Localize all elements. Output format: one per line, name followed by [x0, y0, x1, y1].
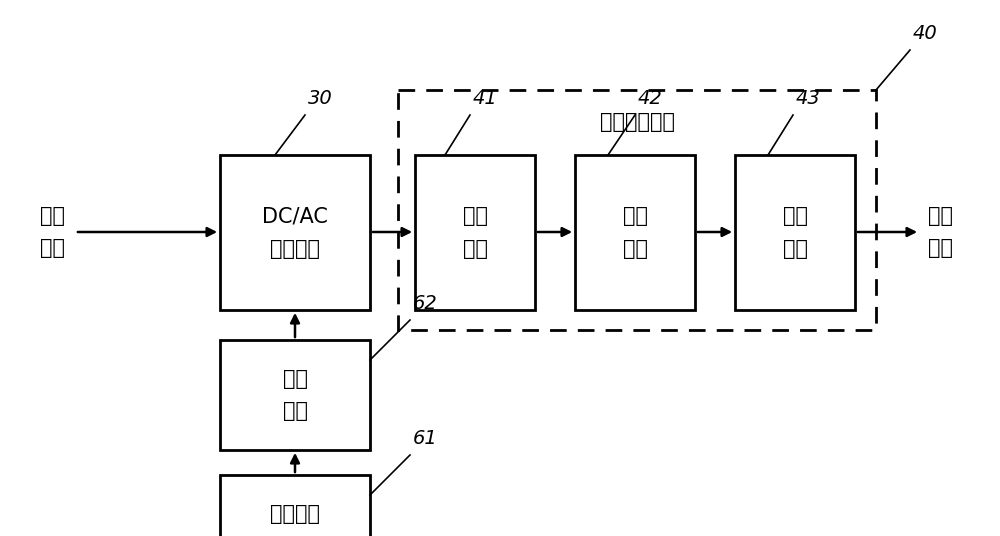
Text: 42: 42 [638, 89, 663, 108]
Text: 交流
输出: 交流 输出 [928, 206, 953, 258]
Bar [220, 155, 370, 310]
Text: 交流滤波电路: 交流滤波电路 [600, 112, 675, 132]
Text: 41: 41 [473, 89, 498, 108]
Text: 62: 62 [413, 294, 438, 313]
Bar [415, 155, 535, 310]
Text: 滤波
电容: 滤波 电容 [622, 206, 648, 259]
Text: 40: 40 [913, 24, 938, 43]
Text: 放电
电阻: 放电 电阻 [782, 206, 808, 259]
Bar [220, 475, 370, 536]
Text: 滤波
电感: 滤波 电感 [462, 206, 488, 259]
Text: 43: 43 [796, 89, 821, 108]
Bar [398, 90, 876, 330]
Text: 逆变微控
制器: 逆变微控 制器 [270, 504, 320, 536]
Bar [220, 340, 370, 450]
Text: 高压
直流: 高压 直流 [40, 206, 65, 258]
Text: 驱动
电路: 驱动 电路 [283, 369, 308, 421]
Text: 30: 30 [308, 89, 333, 108]
Text: DC/AC
逆变电路: DC/AC 逆变电路 [262, 206, 328, 259]
Text: 61: 61 [413, 429, 438, 448]
Bar [575, 155, 695, 310]
Bar [735, 155, 855, 310]
